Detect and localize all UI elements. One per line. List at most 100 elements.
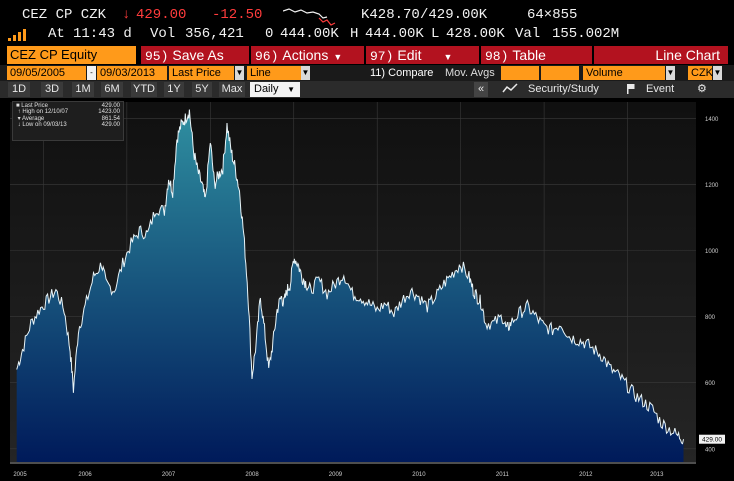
y-tick-label: 1400: [705, 117, 719, 123]
legend-high: ↑ High on 12/10/07 1423.00: [16, 109, 120, 116]
period-6m[interactable]: 6M: [101, 82, 123, 97]
y-tick-label: 800: [705, 315, 716, 321]
last-price: 429.00: [136, 7, 187, 23]
actions-label: Actions: [282, 47, 329, 63]
security-study-label: Security/Study: [528, 83, 599, 95]
val-label: Val: [515, 26, 541, 42]
low-label: L: [431, 26, 440, 42]
edit-label: Edit: [397, 47, 422, 63]
table-button[interactable]: 98) Table: [481, 46, 592, 64]
style-select[interactable]: Line: [247, 66, 301, 80]
price-line: [16, 109, 684, 445]
legend-average: ▾ Average 861.54: [16, 115, 120, 122]
open-label: 0: [265, 26, 274, 42]
period-1m[interactable]: 1M: [72, 82, 94, 97]
event-button[interactable]: Event: [626, 82, 674, 97]
x-tick-label: 2006: [78, 472, 92, 478]
at-label: At: [48, 26, 65, 42]
security-field[interactable]: CEZ CP Equity: [7, 46, 136, 64]
legend-value: 861.54: [101, 115, 120, 122]
x-tick-label: 2010: [412, 472, 426, 478]
quote-row: At 11:43 d Vol 356,421 0 444.00K H 444.0…: [0, 24, 734, 46]
bid-ask-size: 64×855: [527, 7, 578, 23]
legend-label: Last Price: [21, 103, 48, 109]
y-tick-label: 1000: [705, 249, 719, 255]
actions-number: 96): [255, 49, 279, 64]
frequency-select[interactable]: Daily ▼: [250, 82, 300, 97]
lower-chart-dropdown-icon[interactable]: ▼: [666, 66, 675, 80]
chart-type-button[interactable]: Line Chart: [594, 46, 728, 64]
style-dropdown-icon[interactable]: ▼: [301, 66, 310, 80]
x-tick-label: 2008: [245, 472, 259, 478]
x-tick-label: 2007: [162, 472, 176, 478]
actions-button[interactable]: 96) Actions ▼: [251, 46, 364, 64]
lower-chart-select[interactable]: Volume: [583, 66, 665, 80]
legend-low: ↓ Low on 09/03/13 429.00: [16, 121, 120, 128]
y-tick-label: 600: [705, 381, 716, 387]
chart-controls: 09/05/2005 - 09/03/2013 Last Price ▼ Lin…: [0, 65, 734, 81]
last-price-tag-box: [699, 434, 725, 444]
currency-dropdown-icon[interactable]: ▼: [713, 66, 722, 80]
frequency-dropdown-icon: ▼: [287, 85, 295, 94]
x-tick-label: 2013: [650, 472, 664, 478]
y-tick-label: 1200: [705, 183, 719, 189]
x-tick-label: 2005: [13, 472, 27, 478]
currency-select[interactable]: CZK: [688, 66, 713, 80]
high-label: H: [350, 26, 359, 42]
compare-button[interactable]: 11) Compare: [370, 67, 434, 79]
mov-avg-field-1[interactable]: [501, 66, 539, 80]
trade-time: 11:43 d: [73, 26, 132, 42]
period-ytd[interactable]: YTD: [131, 82, 157, 97]
start-date-field[interactable]: 09/05/2005: [7, 66, 86, 80]
save-as-button[interactable]: 95) Save As: [141, 46, 249, 64]
bid-price: K428.70: [361, 7, 420, 23]
mov-avgs-label: Mov. Avgs: [445, 67, 495, 79]
high-value: 444.00K: [365, 26, 424, 42]
legend-value: 429.00: [101, 103, 120, 109]
net-change: -12.50: [212, 7, 263, 23]
volume-value: 356,421: [185, 26, 244, 42]
save-as-number: 95): [145, 49, 169, 64]
x-tick-label: 2012: [579, 472, 593, 478]
ask-price: /429.00K: [420, 7, 488, 23]
last-price-tag-label: 429.00: [702, 437, 722, 444]
save-as-label: Save As: [172, 47, 224, 63]
y-tick-label: 400: [705, 447, 716, 453]
period-1d[interactable]: 1D: [8, 82, 30, 97]
edit-number: 97): [370, 49, 394, 64]
price-chart[interactable]: 400 600 800 1000 1200 1400 2005 2006 2007 2008 20…: [0, 98, 734, 481]
collapse-button[interactable]: «: [474, 82, 488, 97]
line-chart-icon: [502, 83, 518, 93]
vol-label: Vol: [150, 26, 176, 42]
edit-button[interactable]: 97) Edit ▼: [366, 46, 479, 64]
legend-label: Low on 09/03/13: [22, 121, 67, 128]
field-select[interactable]: Last Price: [169, 66, 234, 80]
mov-avg-field-2[interactable]: [541, 66, 579, 80]
actions-dropdown-icon: ▼: [333, 52, 343, 62]
legend-last-price: ■ Last Price 429.00: [16, 103, 120, 109]
period-5y[interactable]: 5Y: [192, 82, 212, 97]
period-3d[interactable]: 3D: [41, 82, 63, 97]
legend-value: 429.00: [101, 121, 120, 128]
event-label: Event: [646, 83, 675, 95]
end-date-field[interactable]: 09/03/2013: [97, 66, 167, 80]
period-1y[interactable]: 1Y: [164, 82, 184, 97]
signal-bars-icon: [8, 29, 30, 41]
table-number: 98): [485, 49, 509, 64]
settings-gear-icon[interactable]: ⚙: [697, 83, 707, 95]
edit-dropdown-icon: ▼: [443, 52, 453, 62]
last-price-tag: 429.00: [699, 434, 725, 444]
flag-icon: [627, 84, 635, 94]
table-label: Table: [512, 47, 546, 63]
legend-label: High on 12/10/07: [22, 109, 69, 116]
legend-value: 1423.00: [98, 109, 120, 116]
period-max[interactable]: Max: [219, 82, 245, 97]
chart-legend: ■ Last Price 429.00 ↑ High on 12/10/07 142…: [12, 101, 124, 141]
ticker-symbol[interactable]: CEZ CP CZK: [22, 7, 107, 23]
security-study-button[interactable]: Security/Study: [502, 82, 599, 97]
x-tick-label: 2009: [329, 472, 343, 478]
down-arrow-icon: ↓: [122, 7, 131, 23]
open-value: 444.00K: [280, 26, 339, 42]
intraday-sparkline-icon: [283, 8, 336, 26]
field-dropdown-icon[interactable]: ▼: [235, 66, 244, 80]
